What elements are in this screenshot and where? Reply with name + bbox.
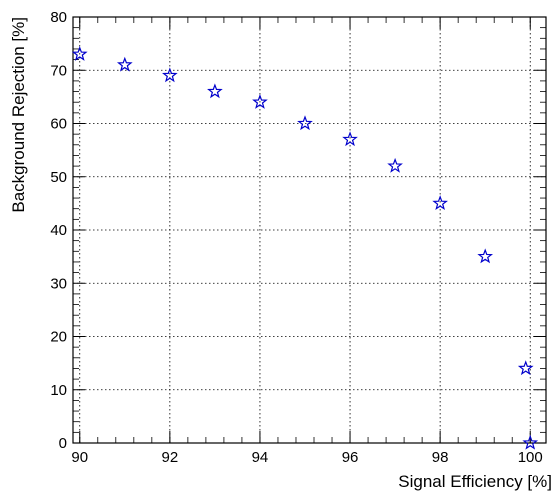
y-tick-label: 40 [50,222,67,239]
data-point-star [432,195,448,211]
data-point-star [252,93,268,109]
data-point-star [71,46,88,61]
x-tick-label: 100 [518,449,543,466]
y-axis-label: Background Rejection [%] [9,17,28,213]
y-tick-label: 60 [50,116,67,133]
y-tick-label: 30 [50,275,67,292]
y-tick-label: 50 [50,169,67,186]
data-point-star [162,67,178,83]
data-point-star [517,360,534,376]
x-tick-label: 92 [162,449,179,466]
y-tick-label: 0 [59,435,67,452]
x-tick-label: 96 [342,449,359,466]
x-tick-label: 98 [432,449,449,466]
data-markers [71,46,539,450]
y-tick-label: 10 [50,382,67,399]
x-tick-label: 90 [71,449,88,466]
data-point-star [522,434,539,450]
data-point-star [342,131,358,147]
y-tick-label: 70 [50,62,67,79]
y-tick-label: 80 [50,9,67,26]
tick-labels: 90 92 94 96 98 100 0 10 20 30 40 50 60 70 80 [50,9,542,466]
data-point-star [477,248,494,264]
x-tick-label: 94 [252,449,269,466]
data-point-star [387,157,403,173]
x-axis-label: Signal Efficiency [%] [398,472,552,491]
data-point-star [297,115,313,131]
y-tick-label: 20 [50,329,67,346]
axis-ticks [73,16,546,444]
data-point-star [116,56,133,72]
data-point-star [207,83,223,99]
